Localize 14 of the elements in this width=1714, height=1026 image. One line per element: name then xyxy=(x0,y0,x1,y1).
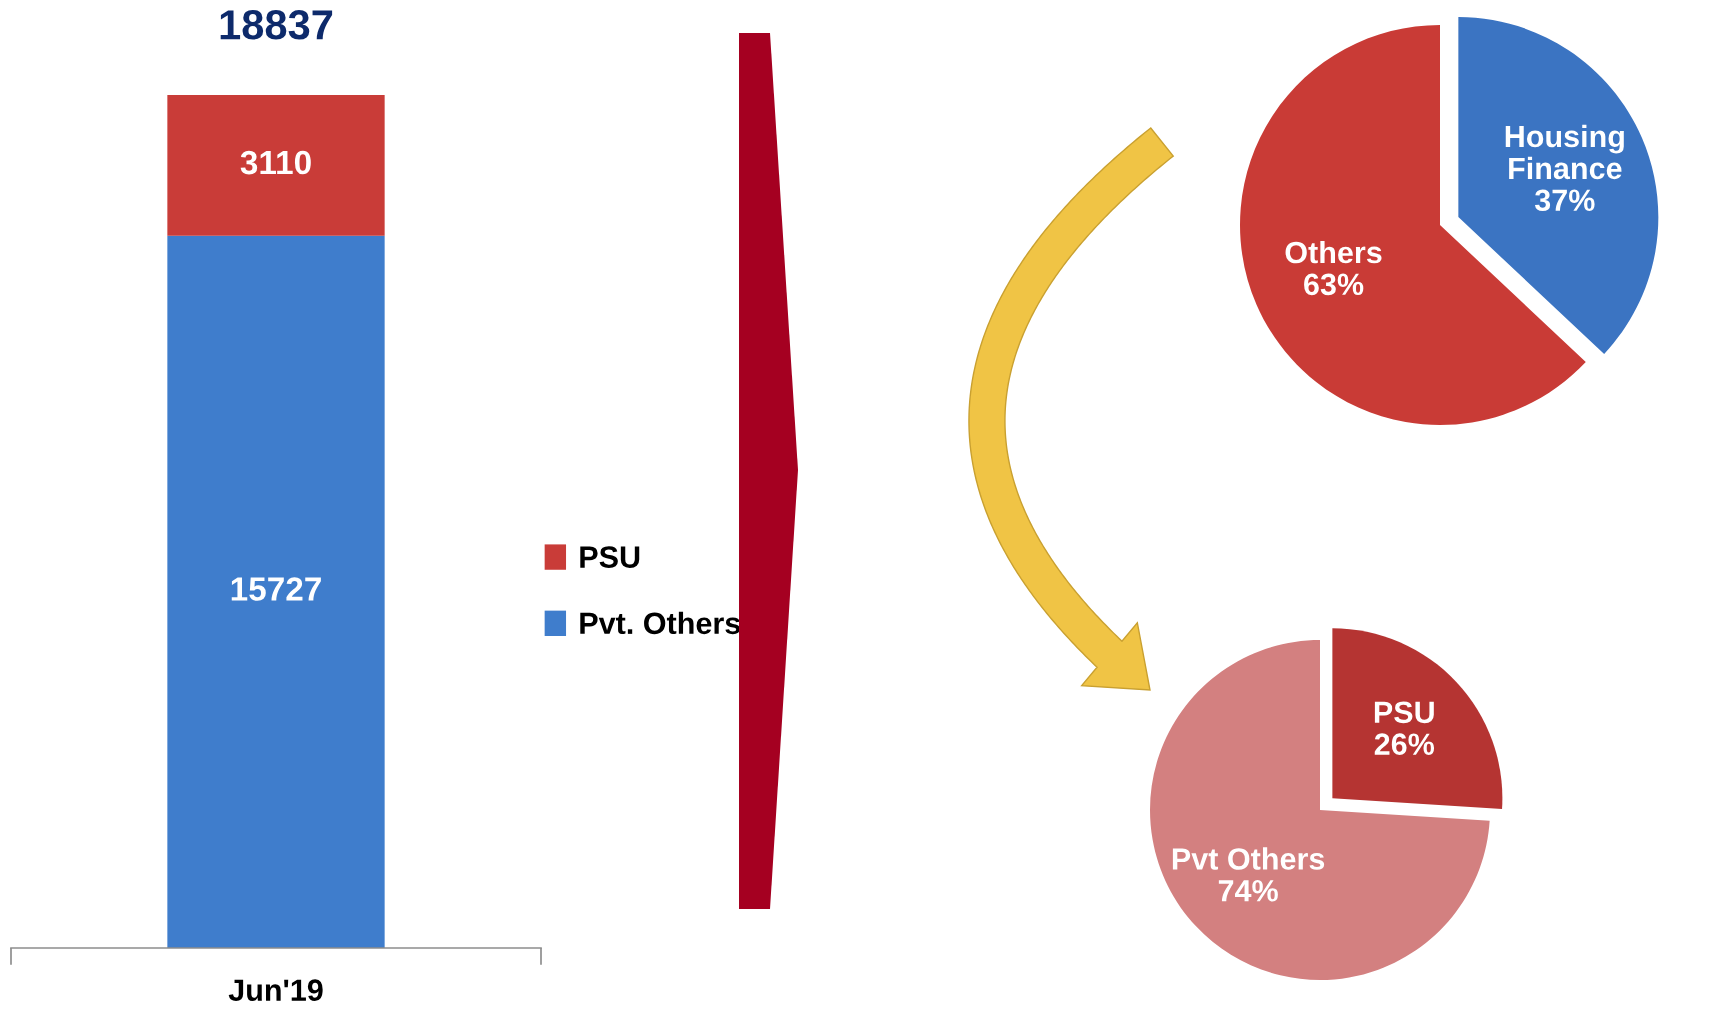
x-tick-label: Jun'19 xyxy=(228,979,323,1001)
slice-label: Pvt Others xyxy=(1172,847,1325,870)
data-label: 63% xyxy=(1304,273,1364,296)
data-label: 15727 xyxy=(231,577,321,601)
slice-label: Others xyxy=(1285,240,1382,264)
data-label: 74% xyxy=(1218,880,1278,902)
legend-label: PSU xyxy=(580,546,640,568)
data-label: 37% xyxy=(1534,189,1595,212)
legend-label: Pvt. Others xyxy=(580,611,741,635)
total-label: 18837 xyxy=(220,10,333,40)
slice-label: PSU xyxy=(1374,701,1434,724)
data-label: 3110 xyxy=(240,150,311,175)
data-label: 26% xyxy=(1374,733,1435,755)
slice-label: Housing Finance xyxy=(1505,124,1624,180)
